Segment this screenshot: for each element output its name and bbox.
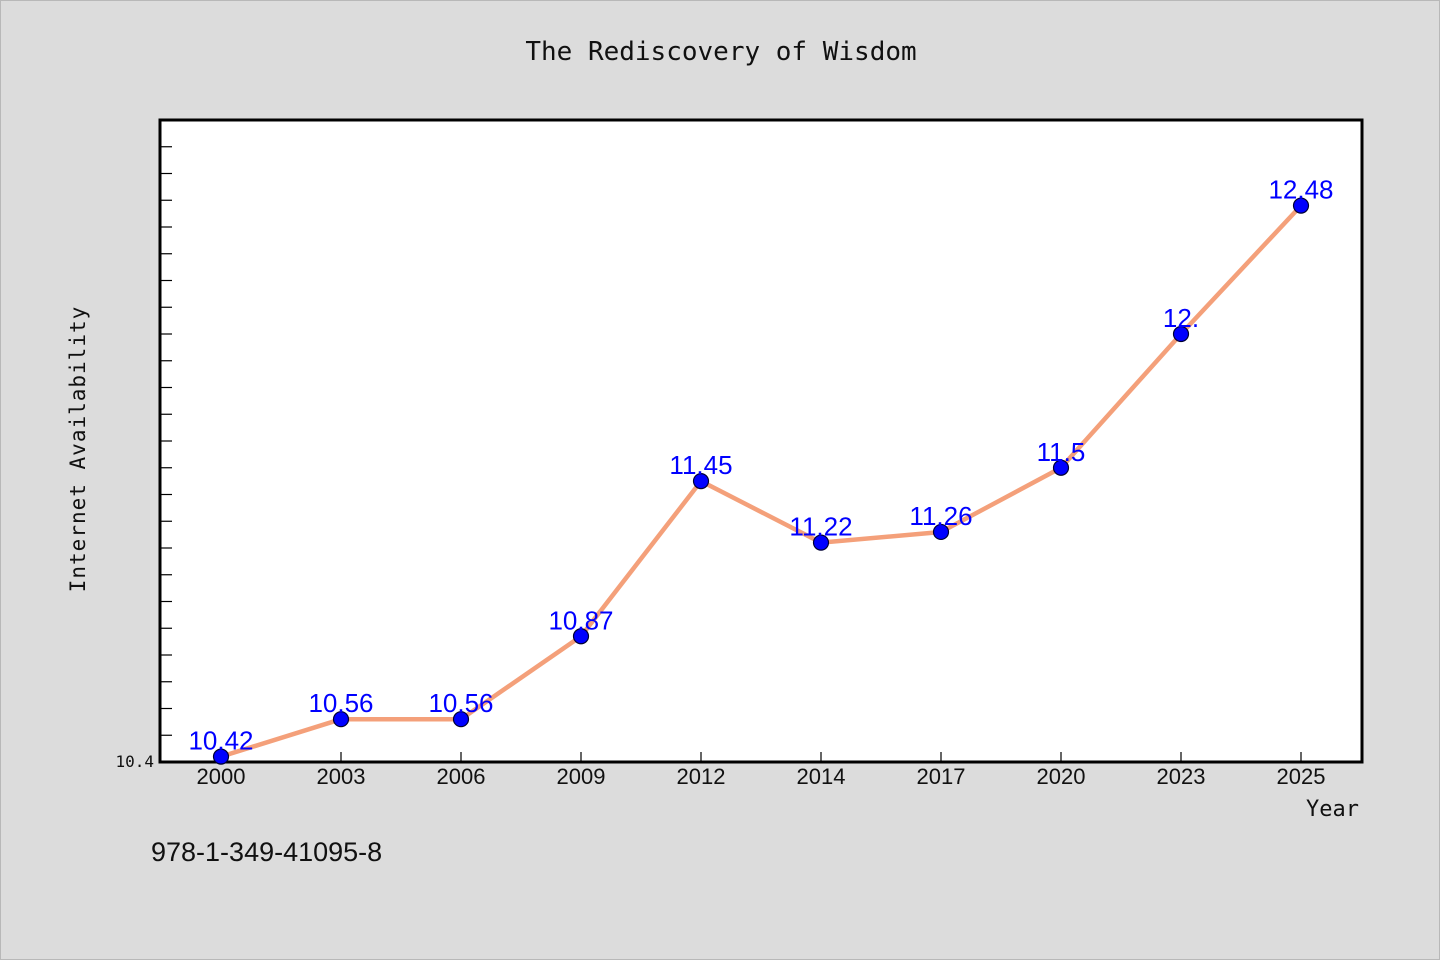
data-label: 12. — [1163, 303, 1199, 333]
data-label: 10.87 — [548, 605, 613, 635]
y-axis-ticks: 10.4 — [115, 146, 172, 771]
x-tick-label: 2025 — [1277, 764, 1326, 789]
data-label: 10.56 — [428, 688, 493, 718]
x-tick-label: 2014 — [797, 764, 846, 789]
x-axis-label: Year — [1306, 797, 1359, 822]
x-tick-label: 2020 — [1037, 764, 1086, 789]
x-tick-label: 2009 — [557, 764, 606, 789]
plot-area — [158, 118, 1364, 764]
x-tick-label: 2000 — [197, 764, 246, 789]
data-point — [452, 711, 470, 728]
data-point — [572, 628, 590, 645]
series-line — [218, 203, 1304, 759]
data-point — [1172, 325, 1190, 343]
data-label: 10.56 — [308, 688, 373, 718]
x-tick-label: 2023 — [1157, 764, 1206, 789]
data-label-layer: 10.42 10.56 10.56 10.87 11.45 11.22 11.26 11.5 1… — [188, 175, 1333, 756]
data-point — [1292, 197, 1310, 214]
data-point — [932, 523, 950, 541]
chart-title: The Rediscovery of Wisdom — [525, 37, 917, 67]
x-tick-label: 2012 — [677, 764, 726, 789]
data-label: 11.26 — [909, 501, 972, 531]
x-axis-ticks: 2000 2003 2006 2009 2012 2014 2017 2020 2023 2025 — [197, 752, 1326, 789]
data-label: 11.22 — [789, 512, 852, 542]
data-point — [212, 748, 230, 765]
data-label: 10.42 — [188, 726, 253, 756]
x-tick-label: 2017 — [917, 764, 966, 789]
x-tick-label: 2006 — [437, 764, 486, 789]
data-point — [812, 534, 830, 551]
x-tick-label: 2003 — [317, 764, 366, 789]
data-point — [332, 711, 350, 728]
data-label: 11.45 — [669, 450, 732, 480]
data-label: 12.48 — [1268, 175, 1333, 205]
marker-layer — [212, 197, 1310, 765]
series-layer — [218, 203, 1304, 759]
data-point — [1052, 459, 1070, 476]
isbn-footer: 978-1-349-41095-8 — [151, 837, 383, 867]
data-label: 11.5 — [1037, 437, 1086, 467]
data-point — [692, 473, 710, 490]
y-tick-label: 10.4 — [115, 752, 154, 771]
